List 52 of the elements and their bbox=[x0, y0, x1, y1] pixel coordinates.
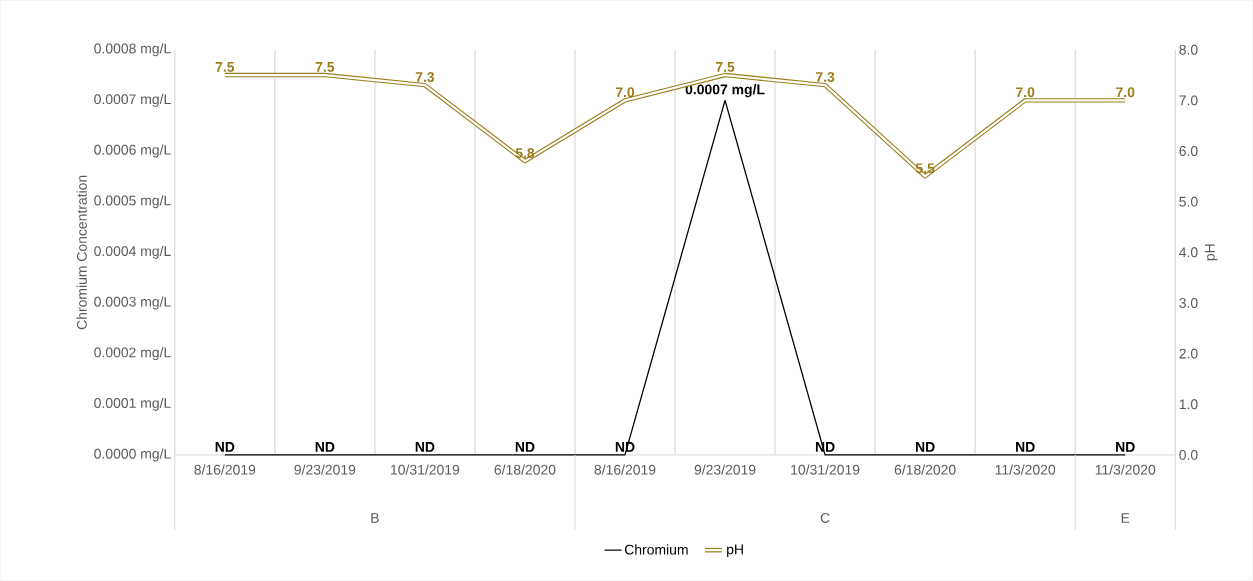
y-tick-label: 0.0008 mg/L bbox=[94, 43, 171, 57]
y-tick-label: 0.0003 mg/L bbox=[94, 296, 171, 310]
y2-tick-label: 3.0 bbox=[1179, 298, 1198, 309]
y-tick-label: 0.0001 mg/L bbox=[94, 397, 171, 411]
y2-tick-label: 7.0 bbox=[1179, 95, 1198, 106]
x-tick-label: 10/31/2019 bbox=[791, 464, 860, 475]
data-label: ND bbox=[315, 442, 335, 452]
data-label: ND bbox=[515, 442, 535, 452]
y-tick-label: 0.0006 mg/L bbox=[94, 144, 171, 158]
data-label: ND bbox=[215, 442, 235, 452]
text: B bbox=[371, 513, 379, 523]
text: E bbox=[1121, 513, 1130, 523]
x-tick-label: 10/31/2019 bbox=[391, 464, 460, 475]
data-label: ND bbox=[1016, 442, 1035, 452]
legend-label: Chromium bbox=[624, 544, 688, 555]
y2-tick-label: 8.0 bbox=[1179, 44, 1198, 55]
data-label: 7.0 bbox=[615, 87, 635, 98]
data-label: 7.3 bbox=[815, 72, 835, 83]
data-label: ND bbox=[415, 442, 435, 452]
x-tick-label: 8/16/2019 bbox=[594, 464, 656, 475]
y-tick-label: 0.0004 mg/L bbox=[94, 245, 171, 259]
x-tick-label: 11/3/2020 bbox=[995, 464, 1056, 475]
y-tick-label: 0.0007 mg/L bbox=[94, 94, 171, 108]
x-tick-label: 6/18/2020 bbox=[494, 464, 556, 475]
y2-tick-label: 6.0 bbox=[1179, 146, 1198, 157]
data-label: ND bbox=[915, 442, 935, 452]
legend-label: pH bbox=[727, 544, 743, 558]
data-label: 7.0 bbox=[1116, 87, 1135, 98]
data-label: 5.8 bbox=[515, 148, 535, 159]
data-label: 7.5 bbox=[315, 62, 335, 72]
y-tick-label: 0.0000 mg/L bbox=[94, 448, 171, 462]
y2-tick-label: 5.0 bbox=[1179, 196, 1198, 207]
data-label: 7.3 bbox=[415, 72, 435, 83]
y-tick-label: 0.0005 mg/L bbox=[94, 195, 171, 209]
data-label: 0.0007 mg/L bbox=[685, 84, 765, 98]
data-label: 7.5 bbox=[715, 62, 735, 72]
x-tick-label: 8/16/2019 bbox=[194, 464, 256, 475]
data-label: ND bbox=[1116, 442, 1135, 452]
x-tick-label: 9/23/2019 bbox=[294, 464, 356, 475]
x-tick-label: 6/18/2020 bbox=[894, 464, 956, 475]
y2-tick-label: 1.0 bbox=[1179, 399, 1198, 410]
y-axis-title: Chromium Concentration bbox=[76, 175, 87, 330]
data-label: 7.0 bbox=[1016, 87, 1035, 98]
y2-axis-title: pH bbox=[1205, 244, 1218, 261]
x-tick-label: 9/23/2019 bbox=[694, 464, 756, 475]
x-tick-label: 11/3/2020 bbox=[1095, 464, 1156, 475]
text: C bbox=[820, 513, 830, 524]
y2-tick-label: 4.0 bbox=[1179, 247, 1198, 258]
data-label: 7.5 bbox=[215, 62, 235, 72]
y-tick-label: 0.0002 mg/L bbox=[94, 347, 171, 361]
y2-tick-label: 0.0 bbox=[1179, 450, 1198, 461]
y2-tick-label: 2.0 bbox=[1179, 348, 1198, 359]
